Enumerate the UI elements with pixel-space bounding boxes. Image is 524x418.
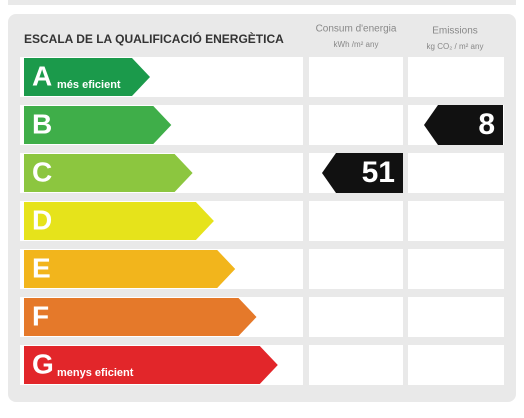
consumption-cell	[309, 105, 403, 145]
class-letter: D	[32, 204, 52, 235]
class-arrow	[24, 58, 150, 96]
class-letter: A	[32, 60, 52, 91]
consumption-cell	[309, 201, 403, 241]
rating-value: 8	[478, 108, 495, 141]
consumption-title: Consum d'energia	[316, 24, 397, 35]
class-arrow	[24, 106, 172, 144]
title: ESCALA DE LA QUALIFICACIÓ ENERGÈTICA	[24, 31, 284, 46]
emissions-cell	[408, 297, 504, 337]
rating-value: 51	[362, 156, 395, 189]
class-letter: G	[32, 348, 54, 379]
emissions-unit: kg CO₂ / m² any	[427, 42, 484, 51]
consumption-unit: kWh /m² any	[334, 40, 379, 49]
emissions-cell	[408, 57, 504, 97]
emissions-title: Emissions	[432, 26, 478, 37]
consumption-cell	[309, 345, 403, 385]
emissions-cell	[408, 345, 504, 385]
emissions-cell	[408, 153, 504, 193]
class-letter: B	[32, 108, 52, 139]
rating-indicator	[424, 105, 503, 145]
class-letter: E	[32, 252, 51, 283]
emissions-cell	[408, 201, 504, 241]
consumption-cell	[309, 249, 403, 289]
top-strip	[8, 0, 516, 5]
emissions-cell	[408, 249, 504, 289]
class-arrow	[24, 250, 236, 288]
consumption-cell	[309, 297, 403, 337]
class-arrow	[24, 202, 214, 240]
class-note: menys eficient	[57, 367, 134, 379]
class-arrow	[24, 154, 193, 192]
rating-indicator	[322, 153, 403, 193]
class-letter: C	[32, 156, 52, 187]
consumption-cell	[309, 57, 403, 97]
class-arrow	[24, 346, 278, 384]
class-arrow	[24, 298, 257, 336]
class-note: més eficient	[57, 79, 121, 91]
class-letter: F	[32, 300, 49, 331]
